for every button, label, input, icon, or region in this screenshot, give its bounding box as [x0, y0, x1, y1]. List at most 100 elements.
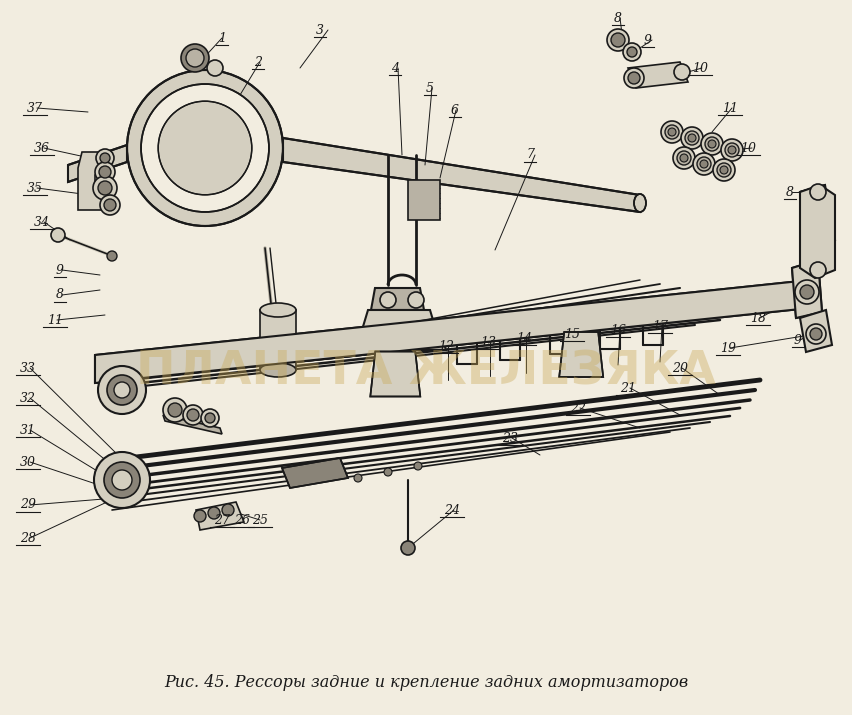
Circle shape [400, 541, 415, 555]
Text: 21: 21 [619, 382, 636, 395]
Polygon shape [791, 260, 821, 318]
Circle shape [99, 166, 111, 178]
Polygon shape [283, 138, 639, 212]
Text: ПЛАНЕТА ЖЕЛЕЗЯКА: ПЛАНЕТА ЖЕЛЕЗЯКА [136, 350, 716, 394]
Circle shape [141, 84, 268, 212]
Text: 24: 24 [444, 503, 459, 516]
Circle shape [95, 162, 115, 182]
Circle shape [104, 462, 140, 498]
Circle shape [93, 176, 117, 200]
Circle shape [106, 375, 137, 405]
Circle shape [680, 127, 702, 149]
Polygon shape [354, 330, 446, 350]
Text: 32: 32 [20, 392, 36, 405]
Circle shape [379, 292, 395, 308]
Circle shape [719, 166, 727, 174]
Circle shape [676, 151, 690, 165]
Circle shape [94, 452, 150, 508]
Text: 13: 13 [480, 335, 495, 348]
Circle shape [805, 324, 825, 344]
Text: 19: 19 [719, 342, 735, 355]
Circle shape [699, 160, 707, 168]
Circle shape [100, 153, 110, 163]
Circle shape [127, 70, 283, 226]
Circle shape [727, 146, 735, 154]
Polygon shape [95, 280, 809, 383]
Text: 15: 15 [563, 327, 579, 340]
Text: 4: 4 [390, 61, 399, 74]
Polygon shape [78, 152, 105, 210]
Text: Рис. 45. Рессоры задние и крепление задних амортизаторов: Рис. 45. Рессоры задние и крепление задн… [164, 674, 688, 691]
Circle shape [704, 137, 718, 151]
Circle shape [114, 382, 130, 398]
Polygon shape [163, 415, 222, 434]
Circle shape [354, 474, 361, 482]
Circle shape [158, 102, 251, 194]
Text: 14: 14 [515, 332, 532, 345]
Polygon shape [371, 288, 423, 310]
Text: 10: 10 [740, 142, 755, 154]
Text: 11: 11 [47, 313, 63, 327]
Circle shape [672, 147, 694, 169]
Text: 17: 17 [651, 320, 667, 332]
Ellipse shape [260, 363, 296, 377]
Circle shape [222, 504, 233, 516]
Text: 20: 20 [671, 362, 688, 375]
Circle shape [207, 60, 222, 76]
Text: 35: 35 [27, 182, 43, 194]
Ellipse shape [633, 194, 645, 212]
Circle shape [692, 153, 714, 175]
Polygon shape [282, 458, 348, 488]
Text: 25: 25 [251, 513, 268, 526]
Circle shape [679, 154, 688, 162]
Text: 3: 3 [315, 24, 324, 36]
Text: 10: 10 [691, 61, 707, 74]
Polygon shape [68, 145, 127, 182]
Text: 18: 18 [749, 312, 765, 325]
Polygon shape [799, 310, 831, 352]
Circle shape [707, 140, 715, 148]
Circle shape [193, 510, 206, 522]
Circle shape [720, 139, 742, 161]
Circle shape [794, 280, 818, 304]
Text: 30: 30 [20, 455, 36, 468]
Circle shape [673, 64, 689, 80]
Text: 29: 29 [20, 498, 36, 511]
Circle shape [104, 199, 116, 211]
Circle shape [660, 121, 682, 143]
Text: 31: 31 [20, 423, 36, 436]
Text: 2: 2 [254, 56, 262, 69]
Circle shape [667, 128, 675, 136]
Circle shape [383, 468, 392, 476]
Circle shape [106, 251, 117, 261]
Polygon shape [799, 185, 834, 247]
Text: 27: 27 [214, 513, 230, 526]
Circle shape [163, 398, 187, 422]
Circle shape [208, 507, 220, 519]
Circle shape [181, 44, 209, 72]
Text: 5: 5 [425, 82, 434, 94]
Circle shape [688, 134, 695, 142]
Circle shape [168, 403, 181, 417]
Text: 9: 9 [56, 264, 64, 277]
Circle shape [712, 159, 734, 181]
Polygon shape [370, 352, 420, 397]
Circle shape [717, 163, 730, 177]
Circle shape [626, 47, 636, 57]
Text: 26: 26 [233, 513, 250, 526]
Circle shape [684, 131, 698, 145]
Polygon shape [361, 310, 435, 330]
Polygon shape [559, 332, 602, 377]
Circle shape [696, 157, 711, 171]
Circle shape [98, 366, 146, 414]
Circle shape [183, 405, 203, 425]
Circle shape [700, 133, 722, 155]
Circle shape [187, 409, 199, 421]
Polygon shape [799, 185, 834, 278]
Circle shape [98, 181, 112, 195]
Circle shape [622, 43, 640, 61]
Text: 9: 9 [793, 333, 801, 347]
Circle shape [809, 184, 825, 200]
Circle shape [665, 125, 678, 139]
Circle shape [724, 143, 738, 157]
